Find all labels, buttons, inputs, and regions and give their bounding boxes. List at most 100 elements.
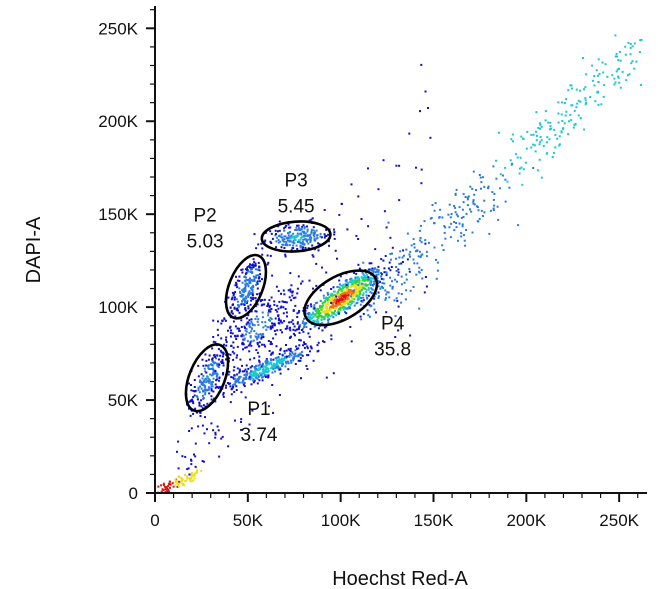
data-point bbox=[519, 167, 521, 170]
data-point bbox=[298, 310, 301, 312]
data-point bbox=[270, 353, 273, 356]
data-point bbox=[258, 345, 261, 348]
data-point bbox=[461, 225, 464, 228]
data-point bbox=[271, 237, 274, 240]
data-point bbox=[274, 370, 277, 373]
data-point bbox=[269, 367, 272, 370]
data-point bbox=[271, 367, 273, 370]
data-point bbox=[222, 353, 225, 356]
data-point bbox=[229, 385, 232, 388]
data-point bbox=[466, 198, 469, 201]
data-point bbox=[377, 291, 380, 294]
data-point bbox=[198, 381, 201, 383]
data-point bbox=[251, 272, 254, 275]
data-point bbox=[349, 285, 352, 287]
data-point bbox=[250, 318, 253, 321]
data-point bbox=[256, 341, 259, 344]
data-point bbox=[236, 373, 239, 376]
data-point bbox=[329, 300, 332, 303]
data-point bbox=[384, 297, 387, 300]
gate-p2-name: P2 bbox=[194, 206, 217, 227]
data-point bbox=[289, 288, 292, 291]
data-point bbox=[249, 341, 252, 344]
data-point bbox=[244, 285, 247, 288]
data-point bbox=[584, 99, 587, 102]
data-point bbox=[339, 303, 342, 306]
data-point bbox=[372, 270, 375, 273]
data-point bbox=[230, 310, 233, 312]
data-point bbox=[240, 303, 243, 306]
data-point bbox=[239, 290, 241, 293]
data-point bbox=[169, 486, 171, 489]
data-point bbox=[234, 377, 236, 380]
data-point bbox=[306, 345, 309, 348]
data-point bbox=[367, 288, 370, 291]
x-tick-label: 0 bbox=[150, 511, 159, 530]
data-point bbox=[368, 268, 371, 271]
data-point bbox=[386, 291, 389, 294]
data-point bbox=[317, 314, 320, 317]
data-point bbox=[299, 324, 302, 327]
data-point bbox=[269, 319, 271, 322]
data-point bbox=[256, 287, 259, 290]
data-point bbox=[227, 296, 230, 299]
data-point bbox=[232, 384, 235, 387]
data-point bbox=[449, 236, 452, 239]
data-point bbox=[625, 79, 628, 82]
data-point bbox=[256, 293, 259, 296]
data-point bbox=[256, 303, 259, 306]
data-point bbox=[496, 205, 499, 208]
data-point bbox=[296, 232, 299, 235]
data-point bbox=[368, 262, 371, 265]
data-point bbox=[197, 364, 200, 367]
data-point bbox=[211, 364, 214, 367]
data-point bbox=[248, 423, 251, 426]
data-point bbox=[600, 103, 603, 106]
data-point bbox=[208, 381, 211, 384]
data-point bbox=[280, 246, 283, 249]
data-point bbox=[273, 300, 276, 303]
data-point bbox=[222, 372, 225, 374]
data-point bbox=[380, 273, 383, 276]
data-point bbox=[236, 286, 239, 289]
data-point bbox=[334, 298, 337, 301]
data-point bbox=[309, 303, 312, 306]
data-point bbox=[241, 333, 244, 336]
data-point bbox=[449, 216, 452, 219]
data-point bbox=[263, 370, 266, 373]
data-point bbox=[554, 146, 557, 149]
data-point bbox=[278, 229, 281, 232]
data-point bbox=[265, 328, 268, 331]
data-point bbox=[499, 187, 502, 190]
data-point bbox=[270, 232, 273, 235]
data-point bbox=[178, 485, 180, 488]
data-point bbox=[246, 372, 249, 375]
data-point bbox=[242, 383, 245, 386]
data-point bbox=[308, 335, 311, 338]
data-point bbox=[615, 52, 618, 55]
data-point bbox=[335, 306, 338, 309]
data-point bbox=[285, 242, 288, 245]
data-point bbox=[307, 238, 310, 241]
data-point bbox=[193, 379, 196, 381]
data-point bbox=[238, 279, 241, 282]
data-point bbox=[348, 306, 351, 309]
data-point bbox=[339, 287, 342, 290]
data-point bbox=[286, 236, 289, 239]
data-point bbox=[193, 394, 196, 397]
data-point bbox=[493, 192, 496, 195]
data-point bbox=[254, 297, 257, 300]
data-point bbox=[460, 216, 463, 219]
data-point bbox=[267, 405, 270, 408]
data-point bbox=[234, 334, 236, 337]
data-point bbox=[234, 284, 237, 287]
data-point bbox=[443, 225, 446, 228]
data-point bbox=[229, 325, 232, 328]
data-point bbox=[337, 300, 340, 303]
data-point bbox=[323, 311, 326, 314]
data-point bbox=[245, 377, 248, 380]
data-point bbox=[244, 283, 247, 286]
data-point bbox=[382, 287, 385, 290]
data-point bbox=[225, 341, 228, 343]
data-point bbox=[403, 281, 406, 284]
